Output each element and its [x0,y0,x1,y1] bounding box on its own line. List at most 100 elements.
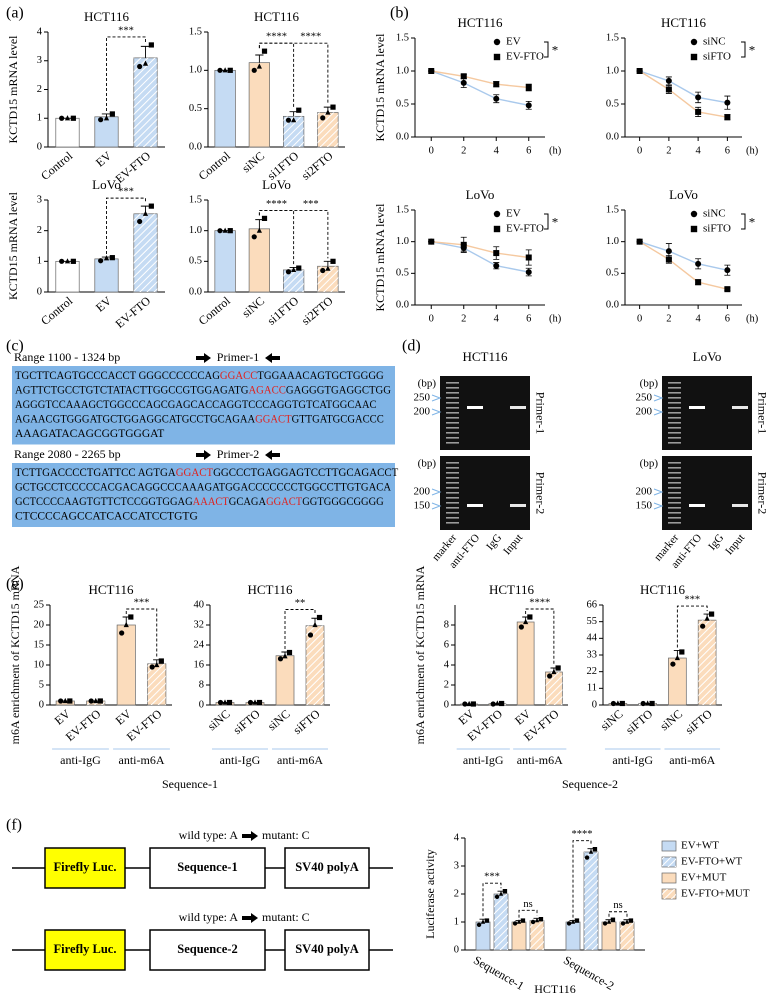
marker [584,855,590,860]
marker [460,241,467,248]
wild-type-label: wild type: A [179,910,239,924]
marker [428,238,435,245]
series-line [431,70,529,89]
significance-bracket [741,41,746,58]
ladder-band [668,402,681,404]
y-tick-label: 0.0 [189,286,202,297]
chart-title: LoVo [92,177,121,192]
marker [476,922,482,927]
x-tick-label: 4 [494,145,500,156]
chart-title: HCT116 [457,15,503,30]
ladder-band [668,492,681,494]
arrow [242,913,258,923]
x-tick-label: Control [196,293,234,328]
marker [502,889,508,894]
sequence-segment: AGACC [248,384,286,396]
sequence-segment: TCTTGACCCCTGATTCC AGTGA [15,467,176,479]
x-tick-label: 2 [461,313,466,324]
bar [55,260,80,293]
ladder-band [446,507,459,509]
marker [695,108,702,115]
construct-box [44,847,126,889]
construct-label: Sequence-2 [177,942,237,956]
sequence-line: TGCTTCAGTGCCCACCT GGGCCCCCCAGGGACCTGGAAA… [15,370,384,382]
marker [493,262,500,269]
significance-bracket [125,608,158,657]
ladder-band [446,497,459,499]
y-tick-label: 40 [194,599,205,610]
y-tick-label: 1.0 [606,65,619,76]
legend-label: EV-FTO+MUT [681,888,750,900]
sample-band [732,504,748,507]
x-tick-label: EV-FTO [113,293,154,331]
construct-box [149,847,266,889]
ladder-band [446,427,459,429]
sequence-segment: GCAGA [229,496,267,508]
ladder-band [668,397,681,399]
bar [248,62,271,148]
marker [610,917,616,922]
y-tick-label: 0.0 [396,131,409,142]
bar [516,621,535,706]
y-tick-label: 25 [34,599,45,610]
size-pointer [431,488,442,496]
x-tick-label: 0 [637,313,642,324]
y-tick-label: 5 [39,679,44,690]
significance-label: **** [266,199,287,210]
x-tick-label: 2 [666,145,671,156]
x-tick-label: EV [93,293,115,314]
y-tick-label: 1.5 [189,26,202,37]
y-tick-label: 15 [34,639,45,650]
significance-label: **** [572,829,593,840]
marker [592,847,598,852]
marker [109,111,115,117]
size-pointer [653,394,664,402]
marker [256,227,262,233]
marker [636,238,643,245]
y-tick-label: 0.0 [606,299,619,310]
marker [282,653,288,659]
y-tick-label: 1.0 [396,65,409,76]
y-tick-label: 0.5 [606,268,619,279]
mutant-label: mutant: C [262,910,310,924]
marker [534,917,540,923]
marker [142,60,149,66]
x-tick-label: siNC [598,707,626,734]
marker [570,919,576,924]
marker [252,699,258,705]
marker [256,699,263,706]
marker [588,849,594,854]
series-line [431,70,529,107]
caption: Sequence-1 [162,777,218,791]
y-tick-label: 1.0 [189,65,202,76]
significance-bracket [525,608,555,665]
marker [574,918,580,923]
x-tick-label: EV-FTO [124,706,165,744]
x-tick-label: si2FTO [299,293,336,327]
x-tick-label: 2 [666,313,671,324]
y-tick-label: 1 [37,113,42,124]
bar [116,624,136,706]
chart-title: LoVo [262,177,291,192]
significance-label: *** [118,187,134,198]
primer-label: Primer-1 [533,392,547,434]
marker [679,649,685,655]
wild-type-label: wild type: A [179,828,239,842]
x-tick-label: EV [93,148,115,169]
sequence-segment: GCTGCCTCCCCCACGACAGGCCCAAAGATGGACCCCCCCT… [15,481,392,493]
marker [103,115,110,121]
x-axis-label: (h) [746,145,759,156]
panel-label: (e) [6,576,24,593]
x-tick-label: Control [38,148,76,183]
sequence-segment: GTTGATGCGACCC [292,413,384,425]
marker [325,109,331,115]
ladder-band [446,492,459,494]
marker [58,698,64,704]
size-pointer [431,502,442,510]
x-tick-label: siNC [265,707,293,734]
ladder-band [668,432,681,434]
y-tick-label: 0.5 [606,98,619,109]
size-pointer [431,408,442,416]
significance-bracket [676,605,708,648]
marker [512,921,518,926]
